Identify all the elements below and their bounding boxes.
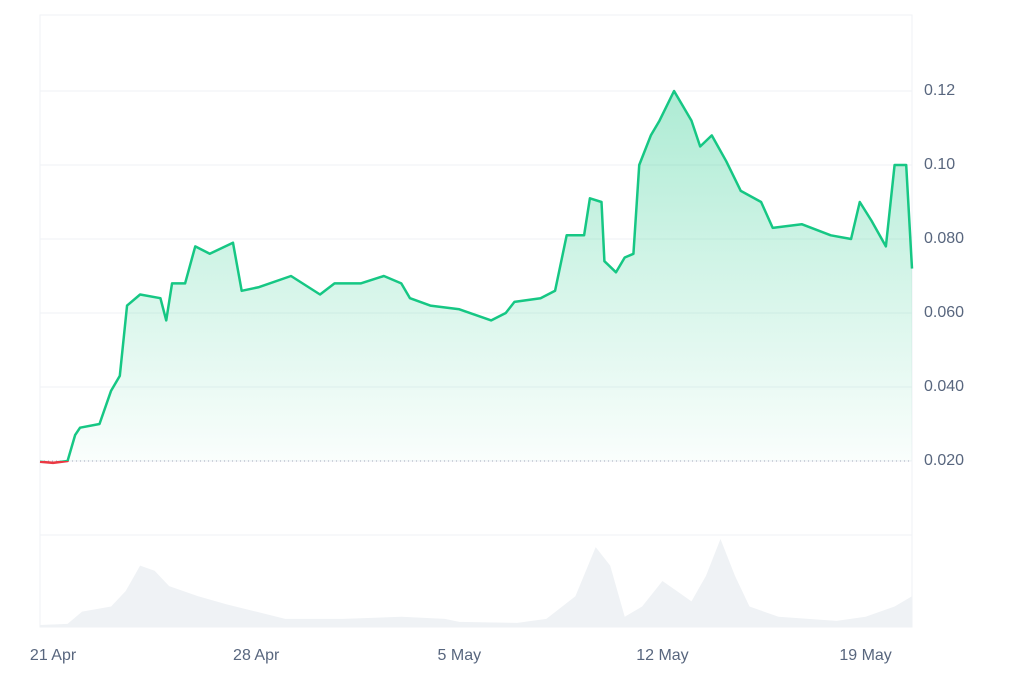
x-tick-label: 12 May xyxy=(636,647,688,664)
y-tick-label: 0.040 xyxy=(924,378,964,395)
y-tick-label: 0.020 xyxy=(924,452,964,469)
y-tick-label: 0.10 xyxy=(924,156,955,173)
y-tick-label: 0.080 xyxy=(924,230,964,247)
x-tick-label: 5 May xyxy=(438,647,482,664)
volume-area xyxy=(40,539,912,627)
x-tick-label: 21 Apr xyxy=(30,647,77,664)
y-tick-label: 0.060 xyxy=(924,304,964,321)
x-tick-label: 28 Apr xyxy=(233,647,280,664)
x-tick-label: 19 May xyxy=(839,647,891,664)
y-tick-label: 0.12 xyxy=(924,82,955,99)
price-line xyxy=(40,89,914,461)
price-area xyxy=(40,91,912,461)
